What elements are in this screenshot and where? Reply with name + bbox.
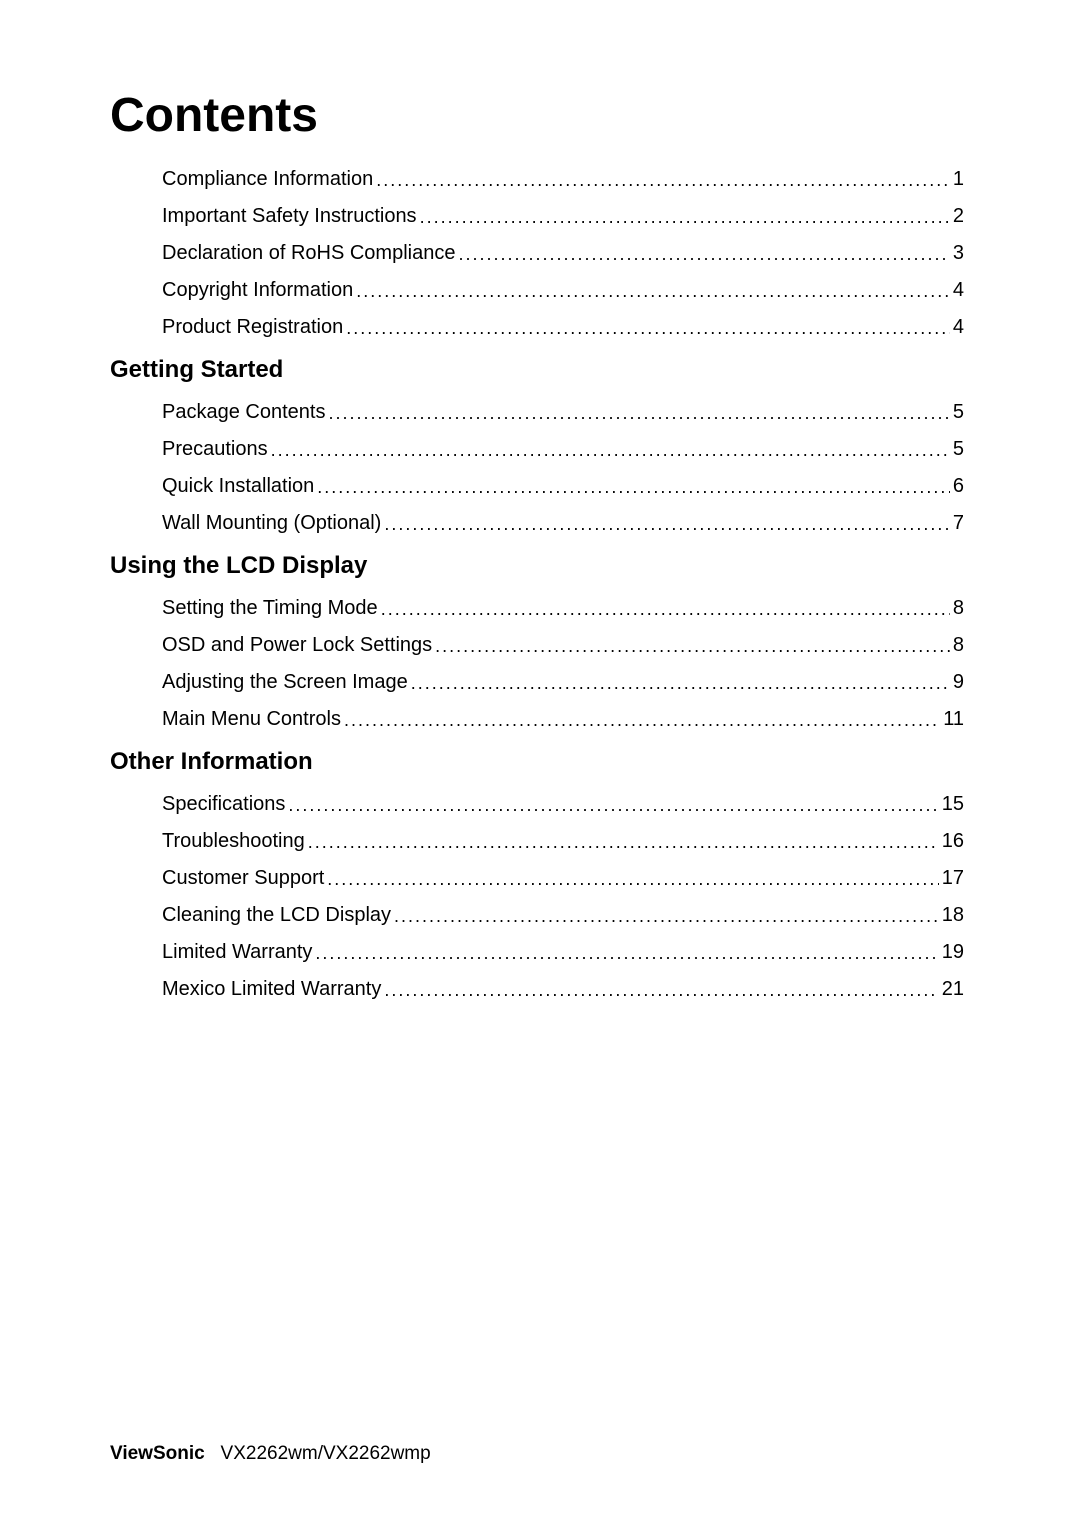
toc-page: 4 xyxy=(953,309,964,346)
toc-entry: Copyright Information 4 xyxy=(162,272,964,309)
footer-brand: ViewSonic xyxy=(110,1443,205,1464)
toc-entry: Specifications 15 xyxy=(162,786,964,823)
toc-label: Customer Support xyxy=(162,860,324,897)
toc-page: 8 xyxy=(953,627,964,664)
toc-page: 19 xyxy=(942,934,964,971)
toc-page: 21 xyxy=(942,971,964,1008)
toc-entry: Cleaning the LCD Display 18 xyxy=(162,897,964,934)
toc-entry: Main Menu Controls 11 xyxy=(162,701,964,738)
footer-model: VX2262wm/VX2262wmp xyxy=(221,1443,431,1464)
toc-dots xyxy=(411,664,950,701)
toc-label: Troubleshooting xyxy=(162,823,305,860)
toc-label: Declaration of RoHS Compliance xyxy=(162,235,455,272)
toc-entry: Limited Warranty 19 xyxy=(162,934,964,971)
toc-label: Setting the Timing Mode xyxy=(162,590,378,627)
toc-dots xyxy=(346,309,950,346)
toc-section: Other Information Specifications 15 Trou… xyxy=(162,748,964,1008)
toc-entry: Important Safety Instructions 2 xyxy=(162,198,964,235)
toc-label: Adjusting the Screen Image xyxy=(162,664,408,701)
toc-label: Compliance Information xyxy=(162,161,373,198)
toc-label: Package Contents xyxy=(162,394,325,431)
toc-label: Precautions xyxy=(162,431,268,468)
toc-page: 15 xyxy=(942,786,964,823)
toc-entry: Wall Mounting (Optional) 7 xyxy=(162,505,964,542)
toc-label: Product Registration xyxy=(162,309,343,346)
section-heading-using-lcd: Using the LCD Display xyxy=(110,552,964,580)
toc-page: 18 xyxy=(942,897,964,934)
toc-section: Getting Started Package Contents 5 Preca… xyxy=(162,356,964,542)
toc-dots xyxy=(458,235,949,272)
toc-entry: Declaration of RoHS Compliance 3 xyxy=(162,235,964,272)
table-of-contents: Compliance Information 1 Important Safet… xyxy=(110,161,970,1008)
toc-dots xyxy=(328,394,949,431)
toc-dots xyxy=(288,786,938,823)
toc-entry: Package Contents 5 xyxy=(162,394,964,431)
toc-entry: Precautions 5 xyxy=(162,431,964,468)
page-footer: ViewSonic VX2262wm/VX2262wmp xyxy=(110,1443,431,1465)
toc-entry: Setting the Timing Mode 8 xyxy=(162,590,964,627)
toc-page: 11 xyxy=(943,701,964,738)
toc-entry: Adjusting the Screen Image 9 xyxy=(162,664,964,701)
toc-page: 6 xyxy=(953,468,964,505)
toc-dots xyxy=(315,934,938,971)
toc-page: 3 xyxy=(953,235,964,272)
toc-dots xyxy=(381,590,950,627)
toc-entry: Customer Support 17 xyxy=(162,860,964,897)
toc-label: Cleaning the LCD Display xyxy=(162,897,391,934)
toc-page: 5 xyxy=(953,394,964,431)
toc-entry: Product Registration 4 xyxy=(162,309,964,346)
toc-label: Quick Installation xyxy=(162,468,314,505)
toc-page: 9 xyxy=(953,664,964,701)
toc-dots xyxy=(384,971,938,1008)
toc-page: 16 xyxy=(942,823,964,860)
toc-page: 2 xyxy=(953,198,964,235)
toc-page: 1 xyxy=(953,161,964,198)
toc-dots xyxy=(384,505,950,542)
toc-entry: OSD and Power Lock Settings 8 xyxy=(162,627,964,664)
toc-entry: Mexico Limited Warranty 21 xyxy=(162,971,964,1008)
toc-dots xyxy=(344,701,940,738)
toc-page: 5 xyxy=(953,431,964,468)
page-title: Contents xyxy=(110,88,970,143)
toc-label: Important Safety Instructions xyxy=(162,198,417,235)
section-heading-getting-started: Getting Started xyxy=(110,356,964,384)
section-heading-other-info: Other Information xyxy=(110,748,964,776)
toc-label: OSD and Power Lock Settings xyxy=(162,627,432,664)
toc-dots xyxy=(356,272,950,309)
toc-dots xyxy=(317,468,950,505)
toc-label: Limited Warranty xyxy=(162,934,312,971)
toc-dots xyxy=(376,161,950,198)
toc-dots xyxy=(308,823,939,860)
toc-page: 17 xyxy=(942,860,964,897)
toc-label: Specifications xyxy=(162,786,285,823)
toc-page: 8 xyxy=(953,590,964,627)
toc-entry: Quick Installation 6 xyxy=(162,468,964,505)
toc-dots xyxy=(271,431,950,468)
toc-section: Using the LCD Display Setting the Timing… xyxy=(162,552,964,738)
toc-dots xyxy=(435,627,950,664)
toc-label: Mexico Limited Warranty xyxy=(162,971,381,1008)
toc-page: 7 xyxy=(953,505,964,542)
toc-entry: Compliance Information 1 xyxy=(162,161,964,198)
toc-label: Wall Mounting (Optional) xyxy=(162,505,381,542)
toc-label: Copyright Information xyxy=(162,272,353,309)
toc-entry: Troubleshooting 16 xyxy=(162,823,964,860)
toc-dots xyxy=(394,897,939,934)
toc-label: Main Menu Controls xyxy=(162,701,341,738)
toc-dots xyxy=(327,860,938,897)
toc-page: 4 xyxy=(953,272,964,309)
toc-dots xyxy=(420,198,950,235)
